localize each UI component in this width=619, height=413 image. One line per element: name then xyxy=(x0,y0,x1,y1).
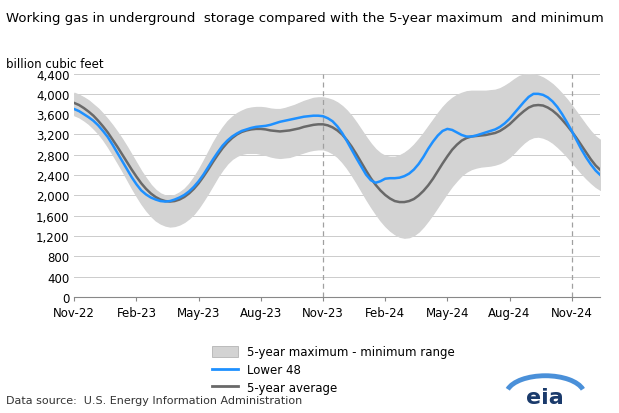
Text: billion cubic feet: billion cubic feet xyxy=(6,58,104,71)
Text: Working gas in underground  storage compared with the 5-year maximum  and minimu: Working gas in underground storage compa… xyxy=(6,12,604,25)
Text: eia: eia xyxy=(527,387,564,407)
Legend: 5-year maximum - minimum range, Lower 48, 5-year average: 5-year maximum - minimum range, Lower 48… xyxy=(212,346,455,394)
Text: Data source:  U.S. Energy Information Administration: Data source: U.S. Energy Information Adm… xyxy=(6,395,303,405)
